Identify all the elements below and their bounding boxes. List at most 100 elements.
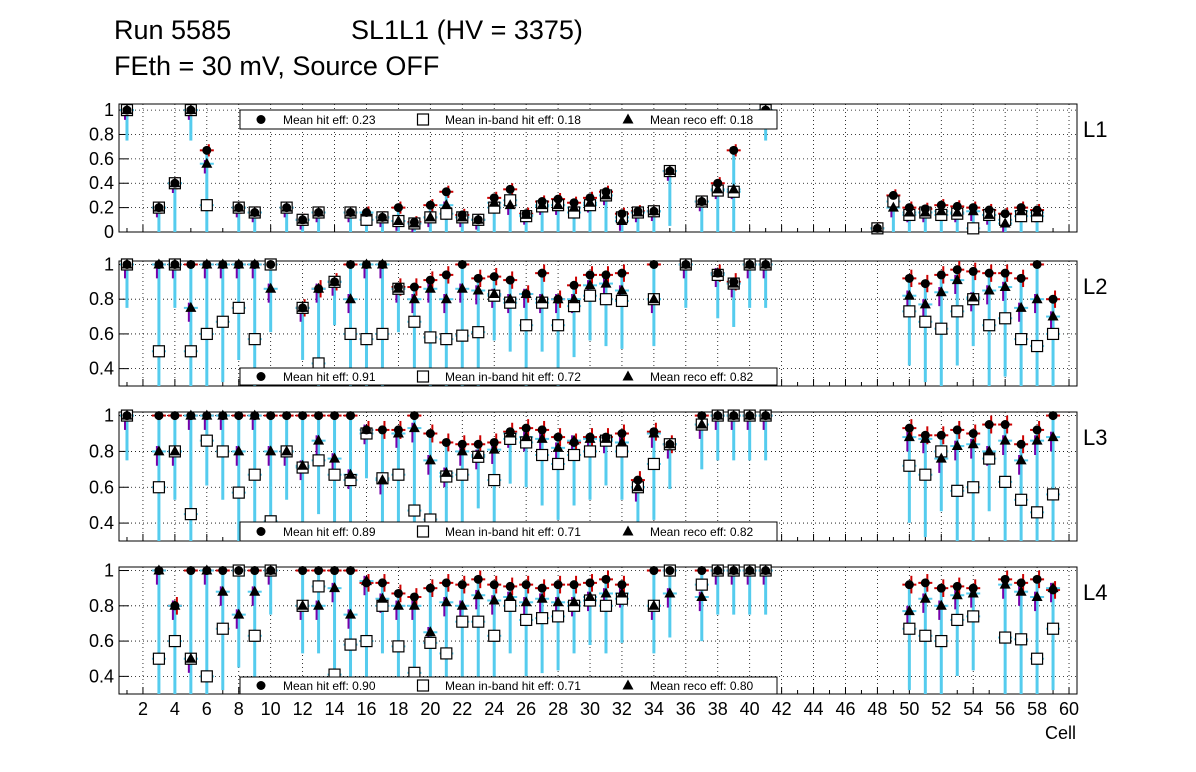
hit-marker (745, 259, 755, 269)
hit-marker (1016, 203, 1026, 213)
hit-marker (377, 259, 387, 269)
reco-marker (935, 205, 947, 216)
inband-marker (312, 580, 325, 593)
hit-marker (697, 197, 707, 207)
hit-marker (952, 201, 962, 211)
inband-marker (152, 481, 166, 494)
hit-marker (920, 578, 930, 588)
inband-marker (903, 622, 916, 635)
x-tick-label: 38 (708, 699, 728, 719)
reco-marker (600, 587, 612, 598)
x-tick-label: 32 (612, 699, 632, 719)
reco-marker (648, 293, 660, 304)
y-tick-label: 0.8 (89, 124, 114, 144)
hit-marker (745, 411, 755, 421)
reco-marker (1031, 293, 1043, 304)
legend-inband-marker (416, 679, 430, 692)
reco-marker (1031, 590, 1043, 601)
hit-marker (186, 259, 196, 269)
hit-marker (649, 566, 659, 576)
hit-marker (425, 200, 435, 210)
hit-marker (441, 270, 451, 280)
inband-marker (248, 333, 261, 346)
hit-marker (729, 566, 739, 576)
hit-marker (952, 581, 962, 591)
reco-marker (696, 418, 708, 429)
reco-marker (345, 293, 357, 304)
inband-marker (967, 610, 980, 623)
legend: Mean hit eff: 0.91 Mean in-band hit eff: … (239, 367, 778, 386)
reco-marker (983, 445, 995, 456)
x-tick-label: 52 (931, 699, 951, 719)
reco-marker (345, 468, 357, 479)
hit-marker (425, 583, 435, 593)
hit-marker (585, 193, 595, 203)
inband-marker (583, 445, 597, 458)
hit-marker (729, 145, 739, 155)
hit-marker (1048, 411, 1058, 421)
hit-marker (585, 578, 595, 588)
hit-marker (186, 105, 196, 115)
hit-marker (393, 588, 403, 598)
reco-marker (392, 215, 404, 226)
hit-marker (936, 430, 946, 440)
hit-marker (761, 566, 771, 576)
hit-marker (489, 437, 499, 447)
inband-marker (1046, 622, 1060, 635)
y-tick-label: 0.6 (89, 631, 114, 651)
inband-marker (344, 638, 357, 651)
reco-marker (504, 199, 516, 210)
hit-marker (1032, 259, 1042, 269)
reco-marker (472, 284, 484, 295)
hit-marker (234, 566, 244, 576)
inband-marker (376, 327, 389, 341)
hit-marker (314, 207, 324, 217)
plot-frame (118, 411, 1078, 542)
hit-marker (361, 207, 371, 217)
x-tick-label: 50 (899, 699, 919, 719)
inband-marker (312, 357, 325, 370)
reco-marker (297, 599, 309, 610)
hit-marker (186, 566, 196, 576)
hit-marker (665, 166, 675, 176)
hit-marker (1000, 420, 1010, 430)
reco-marker (313, 599, 325, 610)
hit-marker (361, 578, 371, 588)
inband-marker (168, 634, 181, 648)
inband-marker (440, 207, 453, 220)
hit-marker (505, 184, 515, 194)
reco-marker (951, 206, 963, 217)
inband-marker (456, 615, 469, 628)
x-tick-label: 4 (170, 699, 180, 719)
legend-inband-marker (416, 113, 430, 126)
hit-marker (617, 580, 627, 590)
reco-marker (1047, 310, 1059, 321)
inband-marker (903, 305, 916, 318)
reco-marker (456, 282, 468, 293)
y-tick-label: 1 (104, 100, 114, 120)
hit-marker (952, 265, 962, 275)
hit-marker (521, 580, 531, 590)
x-tick-label: 10 (261, 699, 281, 719)
hit-marker (968, 583, 978, 593)
legend-inband-marker (416, 525, 430, 538)
hit-marker (633, 475, 643, 485)
hit-marker (250, 566, 260, 576)
hit-marker (170, 259, 180, 269)
reco-marker (169, 445, 181, 456)
config-title: FEth = 30 mV, Source OFF (114, 51, 440, 81)
hit-marker (1032, 425, 1042, 435)
inband-marker (999, 631, 1012, 644)
hit-marker (521, 209, 531, 219)
hit-marker (505, 427, 515, 437)
inband-marker (551, 319, 565, 332)
hit-marker (585, 270, 595, 280)
hit-marker (330, 277, 340, 287)
inband-marker (392, 640, 405, 653)
legend-hit-marker (256, 115, 266, 124)
reco-marker (584, 279, 596, 290)
panel-l2: 0.4 0.6 0.8 1 Mean hit eff: 0.91 Mean in-band… (89, 254, 1107, 387)
reco-marker (440, 293, 452, 304)
reco-marker (345, 608, 357, 619)
inband-marker (520, 319, 533, 332)
